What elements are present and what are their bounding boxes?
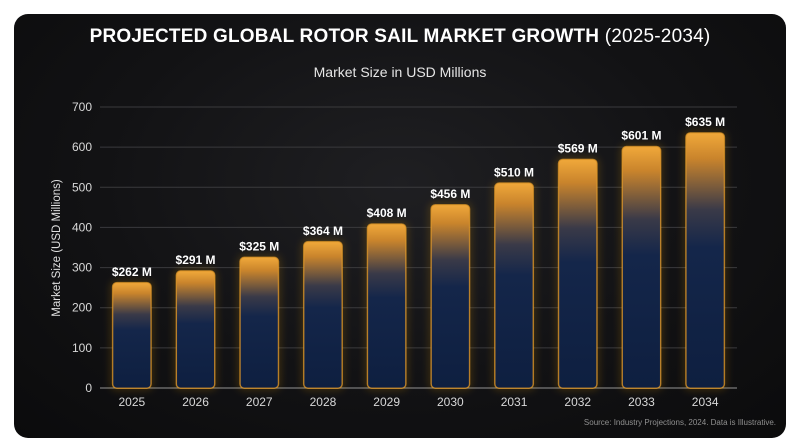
y-tick-labels: 0 100 200 300 400 500 600 700 (72, 100, 92, 395)
data-label: $325 M (239, 240, 279, 254)
bar (621, 146, 661, 389)
x-tick-label: 2028 (310, 395, 337, 409)
y-tick-label: 400 (72, 220, 92, 234)
y-tick-label: 0 (85, 381, 92, 395)
x-tick-label: 2031 (501, 395, 528, 409)
data-labels: $262 M $291 M $325 M $364 M $408 M $456 M $510… (112, 115, 725, 279)
x-tick-label: 2026 (182, 395, 209, 409)
data-label: $569 M (558, 142, 598, 156)
bars (111, 132, 726, 390)
data-label: $601 M (621, 129, 661, 143)
bar (367, 223, 407, 389)
bar (176, 270, 216, 389)
data-label: $456 M (430, 187, 470, 201)
y-tick-label: 100 (72, 341, 92, 355)
x-tick-label: 2030 (437, 395, 464, 409)
y-tick-label: 600 (72, 140, 92, 154)
y-tick-label: 700 (72, 100, 92, 114)
data-label: $291 M (176, 253, 216, 267)
bar (239, 257, 279, 389)
bar (430, 204, 470, 389)
y-tick-label: 300 (72, 261, 92, 275)
chart-subtitle: Market Size in USD Millions (313, 64, 487, 80)
y-axis-label: Market Size (USD Millions) (51, 179, 63, 317)
data-label: $635 M (685, 115, 725, 129)
y-tick-label: 200 (72, 301, 92, 315)
data-label: $408 M (367, 206, 407, 220)
bar (494, 182, 534, 389)
x-tick-label: 2029 (373, 395, 400, 409)
chart-title-range: (2025-2034) (604, 26, 711, 47)
bar (558, 159, 598, 389)
source-note: Source: Industry Projections, 2024. Data… (583, 418, 776, 427)
data-label: $510 M (494, 165, 534, 179)
x-tick-label: 2027 (246, 395, 273, 409)
bar (303, 241, 343, 389)
x-tick-label: 2033 (628, 395, 655, 409)
x-tick-label: 2032 (564, 395, 591, 409)
x-tick-labels: 2025 2026 2027 2028 2029 2030 2031 2032 2033 2034 (118, 395, 718, 409)
data-label: $364 M (303, 224, 343, 238)
data-label: $262 M (112, 265, 152, 279)
bar (685, 132, 725, 389)
chart-title-main: PROJECTED GLOBAL ROTOR SAIL MARKET GROWT… (89, 26, 600, 47)
x-tick-label: 2025 (118, 395, 145, 409)
y-tick-label: 500 (72, 180, 92, 194)
x-tick-label: 2034 (692, 395, 719, 409)
bar (112, 282, 152, 389)
chart-title: PROJECTED GLOBAL ROTOR SAIL MARKET GROWT… (0, 26, 800, 48)
